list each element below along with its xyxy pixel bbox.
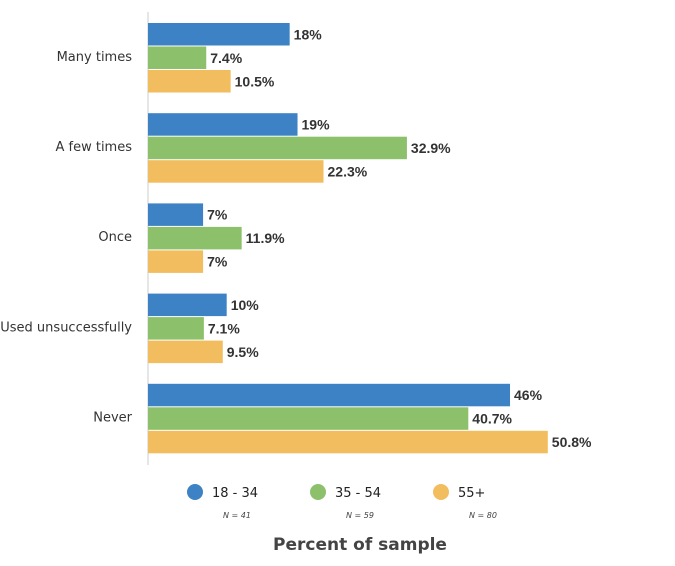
legend-marker: [433, 484, 449, 500]
bar: [148, 136, 407, 160]
bar: [148, 23, 290, 46]
data-label: 32.9%: [411, 140, 451, 156]
category-label: Once: [98, 230, 132, 245]
data-label: 7%: [207, 254, 228, 270]
data-label: 22.3%: [328, 163, 368, 179]
bar: [148, 46, 207, 69]
legend-n-label: N = 41: [223, 511, 251, 520]
data-label: 46%: [514, 387, 543, 403]
data-label: 7.4%: [210, 50, 242, 66]
bar: [148, 70, 231, 93]
data-label: 7%: [207, 207, 228, 223]
legend-n-label: N = 59: [346, 511, 374, 520]
legend-label: 18 - 34: [212, 486, 258, 501]
data-label: 11.9%: [246, 230, 285, 246]
category-label: Never: [93, 411, 132, 426]
data-label: 40.7%: [472, 411, 512, 427]
bar: [148, 160, 324, 183]
bar: [148, 340, 223, 364]
data-label: 10.5%: [235, 73, 275, 89]
category-label: Many times: [57, 50, 133, 65]
legend-marker: [310, 484, 326, 500]
bar: [148, 317, 204, 340]
data-label: 19%: [302, 116, 331, 132]
bar: [148, 250, 204, 273]
data-label: 7.1%: [208, 320, 240, 336]
data-label: 10%: [231, 297, 260, 313]
category-label: A few times: [55, 140, 132, 155]
bar: [148, 407, 469, 430]
legend-n-label: N = 80: [469, 511, 497, 520]
legend-label: 35 - 54: [335, 486, 381, 501]
data-label: 18%: [294, 26, 323, 42]
bar: [148, 383, 511, 407]
legend-label: 55+: [458, 486, 485, 501]
bar: [148, 226, 242, 250]
data-label: 50.8%: [552, 434, 592, 450]
x-axis-label: Percent of sample: [273, 535, 447, 555]
bar: [148, 293, 227, 317]
bar: [148, 113, 298, 136]
legend-marker: [187, 484, 203, 500]
bar: [148, 430, 548, 454]
bar: [148, 203, 204, 226]
category-label: Used unsuccessfully: [0, 320, 132, 335]
data-label: 9.5%: [227, 344, 259, 360]
